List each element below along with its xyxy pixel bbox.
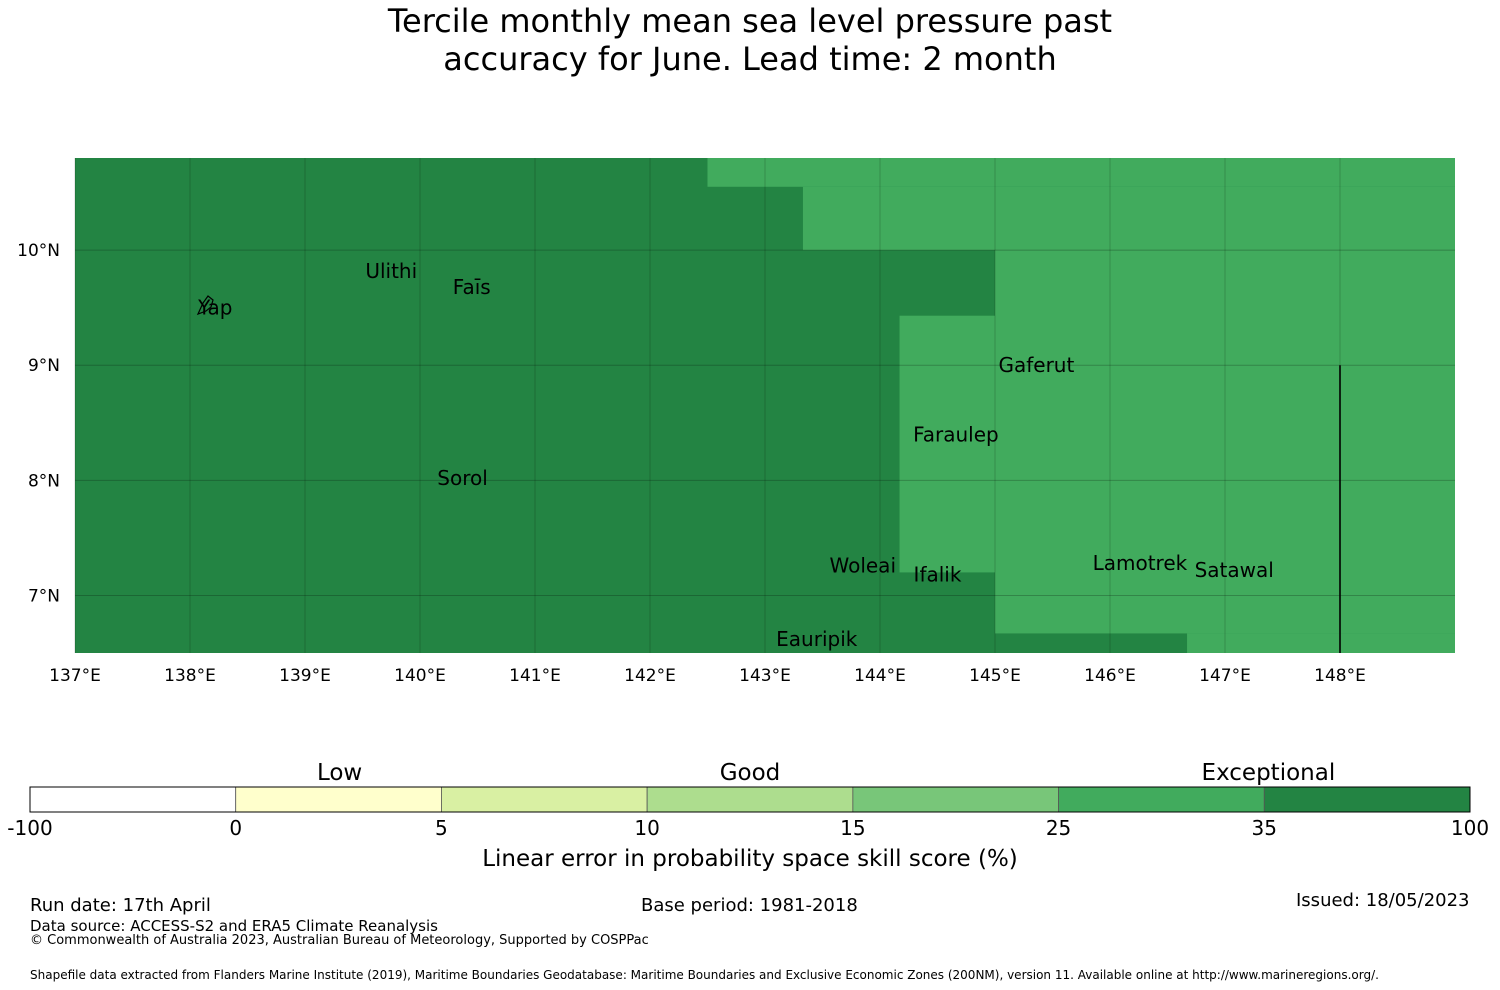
data-source: Data source: ACCESS-S2 and ERA5 Climate … bbox=[30, 917, 438, 935]
colorbar-category-low: Low bbox=[316, 760, 363, 786]
skill-region bbox=[802, 186, 1455, 251]
colorbar-tick-label: 35 bbox=[1251, 816, 1278, 840]
yap-island-shape bbox=[196, 295, 214, 316]
colorbar-frame bbox=[29, 786, 1471, 813]
colorbar-segment bbox=[441, 786, 648, 813]
colorbar-category-exceptional: Exceptional bbox=[1201, 760, 1336, 786]
colorbar-tick-label: 25 bbox=[1045, 816, 1072, 840]
colorbar-segment bbox=[29, 786, 237, 813]
lon-tick-label: 144°E bbox=[854, 666, 906, 686]
skill-region bbox=[995, 250, 1455, 634]
issued-date: Issued: 18/05/2023 bbox=[1296, 890, 1470, 911]
lon-tick-label: 141°E bbox=[509, 666, 561, 686]
base-period: Base period: 1981-2018 bbox=[641, 895, 858, 916]
place-label: Ulithi bbox=[365, 259, 417, 283]
colorbar-label: Linear error in probability space skill … bbox=[482, 846, 1018, 872]
colorbar-tick-label: 0 bbox=[229, 816, 243, 840]
copyright-notice: © Commonwealth of Australia 2023, Austra… bbox=[30, 933, 649, 948]
lon-tick-label: 148°E bbox=[1314, 666, 1366, 686]
lon-tick-label: 139°E bbox=[279, 666, 331, 686]
place-label: Sorol bbox=[437, 466, 488, 490]
place-label: Satawal bbox=[1195, 558, 1274, 582]
lon-tick-label: 138°E bbox=[164, 666, 216, 686]
place-label: Ifalik bbox=[914, 563, 962, 587]
place-label: Lamotrek bbox=[1093, 551, 1188, 575]
lon-tick-label: 140°E bbox=[394, 666, 446, 686]
lon-tick-label: 137°E bbox=[49, 666, 101, 686]
lon-tick-label: 146°E bbox=[1084, 666, 1136, 686]
lat-tick-label: 10°N bbox=[17, 241, 60, 261]
colorbar-segment bbox=[646, 786, 854, 813]
run-date: Run date: 17th April bbox=[30, 895, 211, 916]
skill-region bbox=[899, 315, 995, 573]
lon-tick-label: 147°E bbox=[1199, 666, 1251, 686]
skill-region bbox=[707, 158, 1455, 187]
lat-tick-label: 9°N bbox=[28, 356, 60, 376]
title-line-2: accuracy for June. Lead time: 2 month bbox=[443, 40, 1057, 78]
lon-tick-label: 145°E bbox=[969, 666, 1021, 686]
colorbar-tick-label: 100 bbox=[1450, 816, 1490, 840]
lat-tick-label: 8°N bbox=[28, 471, 60, 491]
colorbar-tick-label: 10 bbox=[634, 816, 660, 840]
place-label: Eauripik bbox=[776, 627, 858, 651]
place-label: Faīs bbox=[453, 275, 491, 299]
place-label: Faraulep bbox=[913, 422, 999, 446]
colorbar-segment bbox=[235, 786, 442, 813]
colorbar-tick-label: -100 bbox=[7, 816, 53, 840]
colorbar-category-good: Good bbox=[719, 760, 781, 786]
colorbar-tick-label: 15 bbox=[840, 816, 866, 840]
colorbar-segment bbox=[852, 786, 1059, 813]
place-label: Yap bbox=[197, 296, 232, 320]
lon-tick-label: 142°E bbox=[624, 666, 676, 686]
colorbar-segment bbox=[1058, 786, 1265, 813]
lat-tick-label: 7°N bbox=[28, 586, 60, 606]
colorbar-tick-label: 5 bbox=[435, 816, 448, 840]
place-label: Woleai bbox=[829, 554, 896, 578]
map-title: Tercile monthly mean sea level pressure … bbox=[0, 2, 1500, 78]
skill-region bbox=[1187, 633, 1455, 653]
colorbar-segment bbox=[1263, 786, 1471, 813]
lon-tick-label: 143°E bbox=[739, 666, 791, 686]
place-label: Gaferut bbox=[998, 353, 1074, 377]
title-line-1: Tercile monthly mean sea level pressure … bbox=[387, 2, 1113, 40]
shapefile-credit: Shapefile data extracted from Flanders M… bbox=[30, 968, 1379, 982]
